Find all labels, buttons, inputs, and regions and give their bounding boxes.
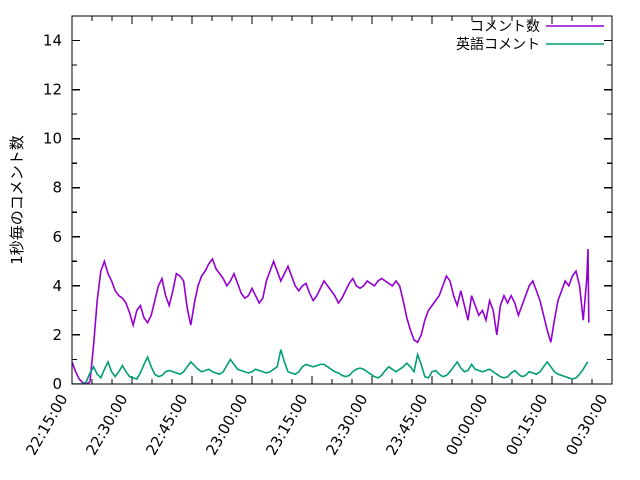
y-tick-label: 2	[52, 326, 62, 344]
y-axis-ticks: 0 2 4 6 8 10 12 14	[43, 15, 612, 393]
legend-label-1: 英語コメント	[456, 36, 540, 53]
y-tick-label: 6	[52, 228, 62, 246]
plot-frame	[71, 15, 613, 385]
y-tick-label: 4	[52, 277, 62, 295]
y-tick-label: 8	[52, 179, 62, 197]
y-tick-label: 10	[43, 130, 62, 148]
y-tick-label: 0	[52, 375, 62, 393]
legend-label-0: コメント数	[470, 19, 540, 35]
y-tick-label: 12	[43, 81, 62, 99]
series-lines	[72, 249, 590, 384]
series-line-1	[72, 349, 589, 384]
series-line-0	[72, 249, 590, 384]
y-tick-label: 14	[43, 32, 62, 50]
y-axis-title: 1秒毎のコメント数	[8, 135, 26, 265]
